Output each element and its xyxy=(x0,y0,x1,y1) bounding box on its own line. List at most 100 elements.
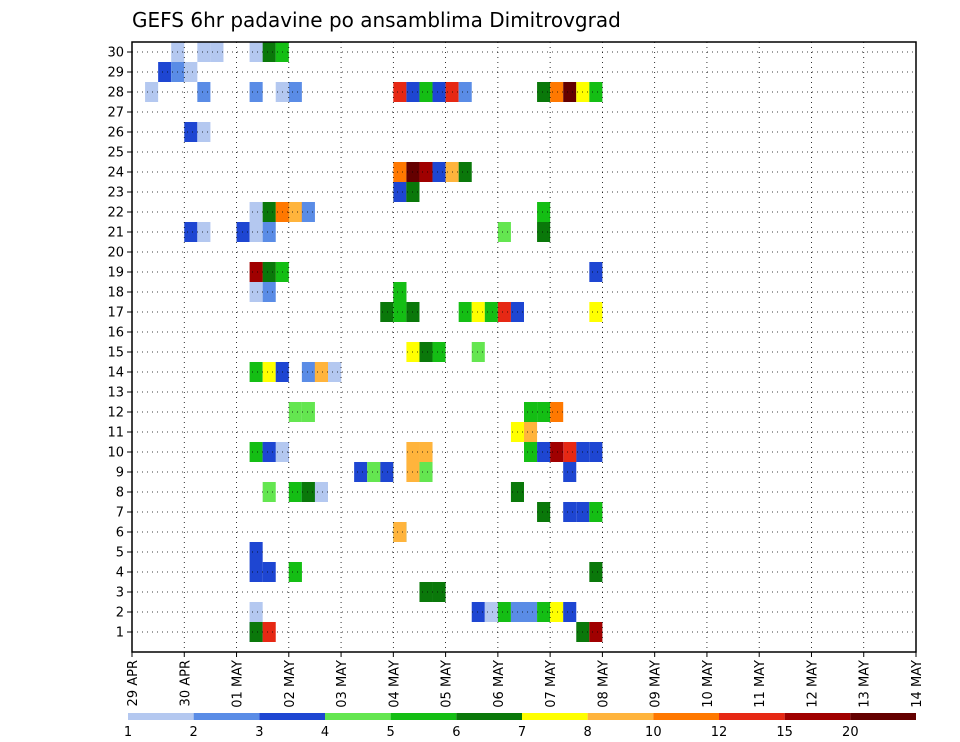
x-axis: 29 APR 30 APR 01 MAY 02 MAY 03 MAY 04 MAY 05 M… xyxy=(126,652,925,708)
precip-cell xyxy=(563,442,577,462)
legend-swatch xyxy=(653,713,719,720)
precip-cell xyxy=(497,302,511,322)
precip-cell xyxy=(262,562,276,582)
legend-label: 10 xyxy=(645,725,662,740)
precip-cell xyxy=(497,602,511,622)
precip-cell xyxy=(589,562,603,582)
precip-cell xyxy=(301,362,315,382)
legend-label: 5 xyxy=(387,725,395,740)
precip-cell xyxy=(484,302,498,322)
precip-cell xyxy=(589,82,603,102)
precip-cell xyxy=(537,202,551,222)
precip-cell xyxy=(184,122,198,142)
precip-cell xyxy=(249,562,263,582)
legend-swatch xyxy=(259,713,325,720)
precip-cells xyxy=(145,42,603,642)
y-tick-label: 3 xyxy=(116,586,124,601)
precip-cell xyxy=(419,442,433,462)
precip-cell xyxy=(458,82,472,102)
precip-cell xyxy=(550,442,564,462)
x-tick-label: 06 MAY xyxy=(492,660,507,708)
x-tick-label: 04 MAY xyxy=(387,660,402,708)
legend-label: 2 xyxy=(190,725,198,740)
legend-swatch xyxy=(719,713,785,720)
precip-cell xyxy=(537,602,551,622)
x-tick-label: 07 MAY xyxy=(544,660,559,708)
precip-cell xyxy=(380,462,394,482)
precip-cell xyxy=(497,222,511,242)
x-tick-label: 08 MAY xyxy=(596,660,611,708)
y-tick-label: 22 xyxy=(107,206,124,221)
legend-label: 20 xyxy=(842,725,859,740)
precip-cell xyxy=(471,602,485,622)
legend-label: 12 xyxy=(711,725,728,740)
precip-cell xyxy=(432,82,446,102)
precip-cell xyxy=(589,442,603,462)
precip-cell xyxy=(393,162,407,182)
precip-cell xyxy=(158,62,172,82)
x-tick-label: 14 MAY xyxy=(910,660,925,708)
legend-label: 4 xyxy=(321,725,329,740)
y-tick-label: 18 xyxy=(107,286,124,301)
precip-cell xyxy=(288,562,302,582)
precip-cell xyxy=(197,42,211,62)
precip-cell xyxy=(249,602,263,622)
y-tick-label: 13 xyxy=(107,386,124,401)
precip-cell xyxy=(524,442,538,462)
precip-cell xyxy=(314,482,328,502)
legend-label: 1 xyxy=(124,725,132,740)
y-tick-label: 19 xyxy=(107,266,124,281)
x-tick-label: 01 MAY xyxy=(231,660,246,708)
y-tick-label: 25 xyxy=(107,146,124,161)
precip-cell xyxy=(262,42,276,62)
precip-cell xyxy=(288,482,302,502)
precip-cell xyxy=(249,82,263,102)
legend-swatch xyxy=(193,713,260,720)
legend-swatch xyxy=(128,713,194,720)
x-tick-label: 09 MAY xyxy=(649,660,664,708)
legend-swatch xyxy=(784,713,851,720)
y-tick-label: 14 xyxy=(107,366,124,381)
precip-cell xyxy=(524,422,538,442)
y-tick-label: 26 xyxy=(107,126,124,141)
precip-cell xyxy=(262,262,276,282)
precip-cell xyxy=(249,222,263,242)
x-tick-label: 10 MAY xyxy=(701,660,716,708)
precip-cell xyxy=(288,202,302,222)
precip-cell xyxy=(589,262,603,282)
x-tick-label: 05 MAY xyxy=(440,660,455,708)
precip-cell xyxy=(432,582,446,602)
precip-cell xyxy=(262,282,276,302)
precip-cell xyxy=(367,462,381,482)
y-tick-label: 10 xyxy=(107,446,124,461)
precip-cell xyxy=(550,82,564,102)
precip-cell xyxy=(380,302,394,322)
y-tick-label: 21 xyxy=(107,226,124,241)
y-axis: 1234567891011121314151617181920212223242… xyxy=(107,46,132,641)
precip-cell xyxy=(563,462,577,482)
x-tick-label: 03 MAY xyxy=(335,660,350,708)
precip-cell xyxy=(393,182,407,202)
y-tick-label: 24 xyxy=(107,166,124,181)
y-tick-label: 6 xyxy=(116,526,124,541)
precip-cell xyxy=(563,502,577,522)
legend-label: 3 xyxy=(255,725,263,740)
precip-cell xyxy=(537,502,551,522)
precip-cell xyxy=(471,302,485,322)
x-tick-label: 11 MAY xyxy=(753,660,768,708)
precip-cell xyxy=(537,82,551,102)
precip-cell xyxy=(288,402,302,422)
y-tick-label: 28 xyxy=(107,86,124,101)
y-tick-label: 8 xyxy=(116,486,124,501)
precip-cell xyxy=(537,442,551,462)
precip-cell xyxy=(249,542,263,562)
legend-swatch xyxy=(456,713,522,720)
legend-swatch xyxy=(850,713,916,720)
precip-cell xyxy=(262,222,276,242)
y-tick-label: 15 xyxy=(107,346,124,361)
legend-label: 8 xyxy=(584,725,592,740)
precip-cell xyxy=(419,82,433,102)
precip-cell xyxy=(393,282,407,302)
precip-cell xyxy=(301,482,315,502)
